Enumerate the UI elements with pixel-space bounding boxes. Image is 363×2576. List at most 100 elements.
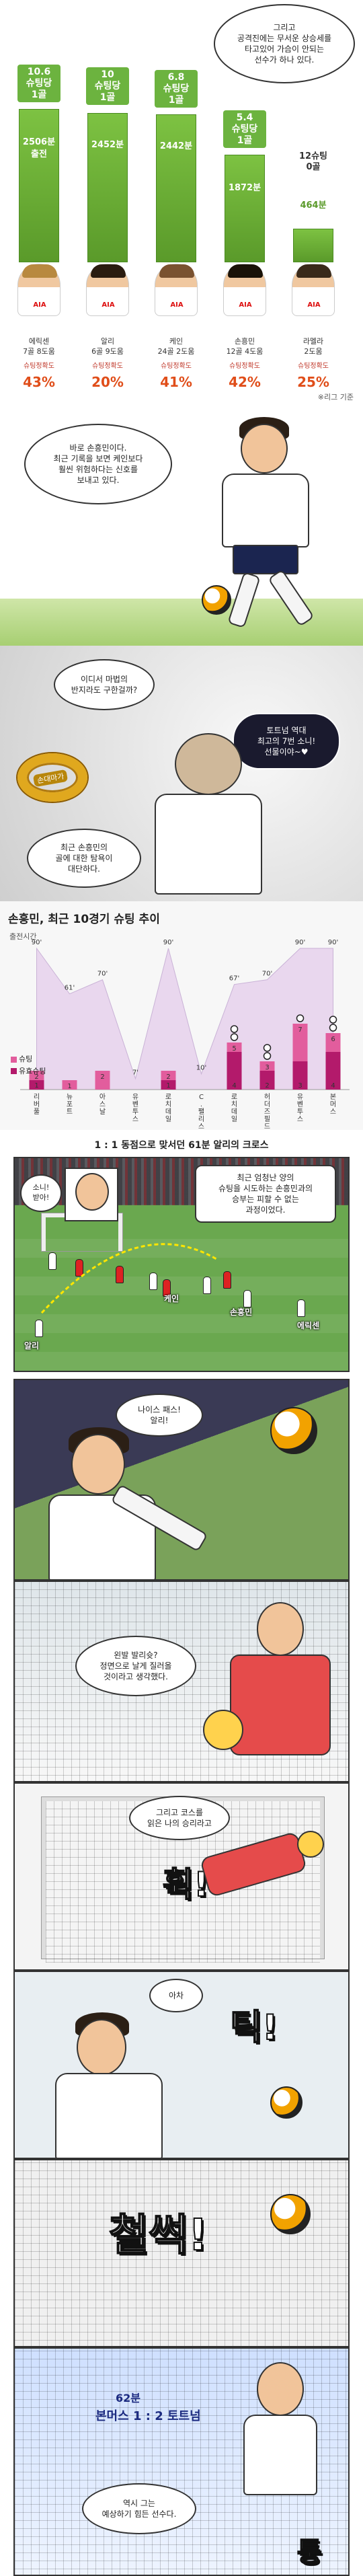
bar-shots-2 bbox=[95, 1071, 110, 1090]
keeper-illustration bbox=[196, 1602, 344, 1777]
panel6-bubble: 나이스 패스! 알리! bbox=[116, 1394, 203, 1437]
minutes-bar bbox=[156, 114, 196, 262]
player-name: 라멜라 2도움 bbox=[302, 337, 324, 356]
minutes-label-4: 90' bbox=[163, 939, 173, 946]
son-celebration-illustration bbox=[28, 2006, 216, 2158]
comic-panel-10: 철썩! bbox=[13, 2159, 350, 2347]
category-label-8-3: 스 bbox=[297, 1115, 303, 1123]
chart-title: 손흥민, 최근 10경기 슈팅 추이 bbox=[8, 913, 160, 926]
category-label-9-2: 스 bbox=[330, 1108, 336, 1116]
category-label-6-3: 일 bbox=[231, 1115, 237, 1123]
category-label-1-1: 포 bbox=[67, 1101, 73, 1108]
ranking-column-lamela: 12슈팅 0골 464분 AIA 라멜라 2도움 슈팅정확도 25% bbox=[286, 0, 340, 404]
shots-per-goal: 12슈팅 0골 bbox=[298, 151, 327, 172]
panel8-sfx: 휙! bbox=[162, 1864, 210, 1905]
accuracy-label: 슈팅정확도 bbox=[92, 363, 123, 370]
accuracy-value: 25% bbox=[297, 374, 329, 390]
label-shots-4: 2 bbox=[166, 1073, 170, 1081]
shots-per-goal: 6.8 슈팅당 1골 bbox=[155, 70, 198, 108]
player-marker bbox=[35, 1320, 43, 1337]
player-name: 에릭센 7골 8도움 bbox=[23, 337, 55, 356]
category-label-4-3: 일 bbox=[165, 1115, 171, 1123]
comic-panel-6: 나이스 패스! 알리! bbox=[13, 1379, 350, 1581]
category-label-3-1: 벤 bbox=[132, 1100, 138, 1108]
intro-bubble: 그리고 공격진에는 무서운 상승세를 타고있어 가슴이 안되는 선수가 하나 있… bbox=[214, 4, 355, 83]
category-label-5-0: C bbox=[199, 1094, 204, 1101]
goal-ball-7-1 bbox=[263, 1044, 272, 1052]
panel11-caption: 역시 그는 예상하기 힘든 선수다. bbox=[82, 2483, 196, 2534]
player-marker bbox=[149, 1273, 157, 1290]
category-label-3-2: 투 bbox=[132, 1108, 138, 1116]
category-label-4-0: 로 bbox=[165, 1094, 171, 1101]
player-avatar: AIA bbox=[292, 264, 335, 316]
minutes-played: 1872분 bbox=[228, 183, 261, 193]
accuracy-label: 슈팅정확도 bbox=[298, 363, 329, 370]
minutes-bar bbox=[19, 109, 59, 262]
player-marker bbox=[297, 1299, 305, 1317]
category-label-9-0: 본 bbox=[330, 1093, 336, 1101]
label-on-target-6: 4 bbox=[232, 1082, 236, 1090]
diving-keeper bbox=[196, 1831, 331, 1932]
minutes-bar bbox=[293, 229, 333, 262]
category-label-7-3: 필 bbox=[264, 1115, 270, 1123]
minutes-label-9: 90' bbox=[328, 939, 338, 946]
cross-bubble: 소니! 받아! bbox=[20, 1174, 62, 1212]
gollum-caption: 최근 손흥민의 골에 대한 탐욕이 대단하다. bbox=[27, 829, 141, 888]
minutes-bar bbox=[87, 113, 128, 262]
category-label-6-0: 로 bbox=[231, 1094, 237, 1101]
accuracy-label: 슈팅정확도 bbox=[161, 363, 192, 370]
tag-kane: 케인 bbox=[164, 1294, 179, 1303]
football bbox=[270, 2194, 311, 2234]
player-name: 손흥민 12골 4도움 bbox=[226, 337, 264, 356]
tag-son: 손흥민 bbox=[230, 1308, 253, 1317]
minutes-played: 2452분 bbox=[91, 140, 124, 150]
label-on-target-0: 1 bbox=[34, 1082, 38, 1090]
minutes-bar bbox=[225, 155, 265, 262]
son-illustration bbox=[188, 417, 350, 632]
panel9-bubble: 아차 bbox=[149, 1979, 203, 2012]
shots-per-goal: 5.4 슈팅당 1골 bbox=[223, 110, 266, 149]
minutes-label-0: 90' bbox=[32, 939, 42, 946]
ranking-column-eriksen: 10.6 슈팅당 1골 2506분 출전 AIA 에릭센 7골 8도움 슈팅정확… bbox=[12, 0, 66, 404]
bar-shots-1 bbox=[62, 1080, 77, 1090]
shot-trend-chart: 손흥민, 최근 10경기 슈팅 추이 출전시간 2 1 90' 리 버 풀 1 61' 뉴 포 트 2… bbox=[0, 901, 363, 1130]
label-shots-9: 6 bbox=[331, 1036, 335, 1043]
category-label-1-0: 뉴 bbox=[67, 1093, 73, 1101]
category-label-6-2: 데 bbox=[231, 1108, 237, 1116]
label-shots-8: 7 bbox=[298, 1026, 302, 1034]
category-label-8-2: 투 bbox=[297, 1108, 303, 1116]
player-avatar: AIA bbox=[86, 264, 129, 316]
accuracy-value: 20% bbox=[91, 374, 124, 390]
category-label-7-2: 즈 bbox=[264, 1108, 270, 1116]
player-marker bbox=[203, 1277, 211, 1294]
label-shots-6: 5 bbox=[232, 1045, 236, 1053]
accuracy-value: 42% bbox=[229, 374, 261, 390]
minutes-label-3: 7' bbox=[132, 1069, 138, 1077]
gollum-panel: 이디서 마법의 반지라도 구한걸까? 토트넘 역대 최고의 7번 소니! 선물이… bbox=[0, 646, 363, 901]
panel9-sfx: 틱! bbox=[229, 2007, 279, 2049]
comic-panel-7: 왼발 발리슛? 정면으로 날게 질러올 것이라고 생각했다. bbox=[13, 1581, 350, 1782]
son-intro-panel: 바로 손흥민이다. 최근 기록을 보면 케인보다 훨씬 위험하다는 신호를 보내… bbox=[0, 404, 363, 646]
gollum-illustration bbox=[134, 720, 282, 901]
tag-eriksen: 에릭센 bbox=[297, 1321, 320, 1330]
category-label-0-1: 버 bbox=[34, 1100, 40, 1108]
accuracy-label: 슈팅정확도 bbox=[229, 363, 260, 370]
son-volley-illustration bbox=[28, 1414, 230, 1579]
category-label-7-0: 허 bbox=[264, 1093, 270, 1101]
player-marker bbox=[223, 1271, 231, 1289]
category-label-5-4: 스 bbox=[198, 1123, 204, 1130]
category-label-6-1: 치 bbox=[231, 1100, 237, 1108]
label-on-target-4: 1 bbox=[166, 1082, 170, 1090]
tag-alli: 알리 bbox=[24, 1341, 40, 1351]
goal-minute: 62분 bbox=[116, 2392, 140, 2404]
ranking-column-son: 5.4 슈팅당 1골 1872분 AIA 손흥민 12골 4도움 슈팅정확도 4… bbox=[218, 0, 272, 404]
category-label-5-3: 리 bbox=[198, 1115, 204, 1123]
chart-legend: 슈팅 유효슈팅 bbox=[11, 1053, 46, 1077]
category-label-7-1: 더 bbox=[264, 1100, 270, 1108]
accuracy-value: 41% bbox=[160, 374, 192, 390]
label-on-target-9: 4 bbox=[331, 1082, 335, 1090]
football bbox=[202, 585, 231, 615]
legend-shots: 슈팅 bbox=[19, 1055, 33, 1063]
goal-ball-9-1 bbox=[329, 1016, 337, 1024]
category-label-4-1: 치 bbox=[165, 1100, 171, 1108]
